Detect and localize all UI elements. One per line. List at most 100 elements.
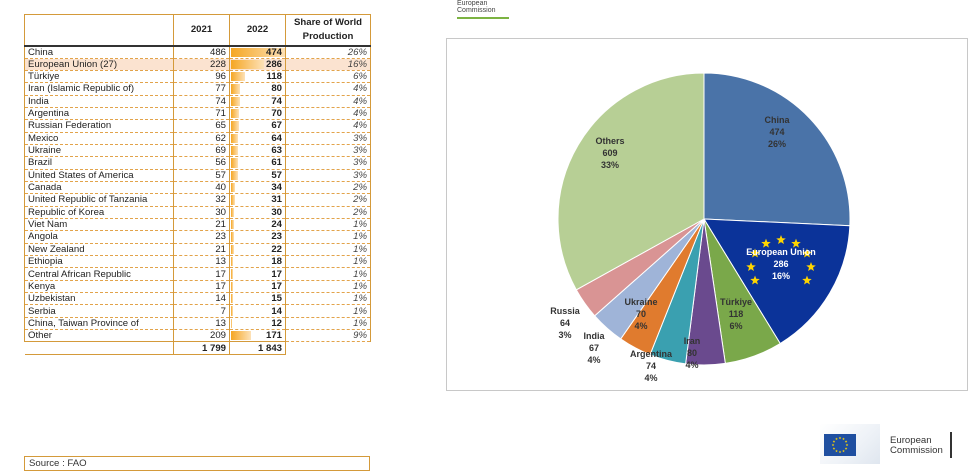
star-icon (832, 447, 836, 450)
star-icon (844, 440, 848, 443)
cell-2022-value: 70 (271, 108, 282, 120)
pie-label-line: 67 (589, 343, 599, 353)
cell-2022-value: 18 (271, 256, 282, 268)
eu-flag-icon (824, 434, 856, 456)
table-row: Serbia 7 14 1% (24, 304, 371, 318)
table-total-row: 1 799 1 843 (24, 341, 371, 355)
cell-country: Brazil (24, 156, 174, 170)
table-row: Other 209 171 9% (24, 329, 371, 343)
data-bar (231, 232, 234, 242)
cell-country: Uzbekistan (24, 292, 174, 306)
cell-2022: 171 (229, 329, 286, 343)
table-row: Uzbekistan 14 15 1% (24, 292, 371, 306)
cell-share: 1% (285, 267, 371, 281)
cell-2022-value: 63 (271, 145, 282, 157)
pie-label-line: 4% (634, 321, 647, 331)
table-row: Brazil 56 61 3% (24, 156, 371, 170)
cell-2022-value: 34 (271, 182, 282, 194)
cell-2022-value: 474 (265, 46, 282, 58)
cell-2022: 80 (229, 82, 286, 96)
production-table: 2021 2022 Share of World Production Chin… (24, 14, 371, 355)
pie-label-argentina: Argentina 74 4% (630, 349, 673, 383)
cell-share: 3% (285, 156, 371, 170)
star-icon (802, 248, 812, 258)
pie-label-line: 3% (558, 330, 571, 340)
star-icon (761, 238, 771, 248)
cell-2022: 118 (229, 70, 286, 84)
data-bar (231, 108, 240, 119)
cell-2022-value: 67 (271, 120, 282, 132)
pie-label-line: Others (595, 136, 624, 146)
cell-share: 1% (285, 280, 371, 294)
total-label (24, 341, 174, 355)
cell-2022: 17 (229, 267, 286, 281)
cell-2021: 57 (173, 169, 230, 182)
data-bar (231, 71, 245, 82)
cell-share: 1% (285, 243, 371, 257)
top-logo-line2: Commission (457, 7, 496, 14)
pie-label-line: 64 (560, 318, 570, 328)
cell-2022: 57 (229, 169, 286, 182)
pie-label-line: Russia (550, 306, 581, 316)
data-bar (231, 145, 239, 156)
pie-label-russia: Russia 64 3% (550, 306, 581, 340)
star-icon (835, 449, 838, 453)
cell-country: United States of America (24, 169, 174, 182)
table-row: Ukraine 69 63 3% (24, 144, 371, 158)
pie-label-line: 80 (687, 348, 697, 358)
pie-label-india: India 67 4% (583, 331, 605, 365)
cell-2021: 21 (173, 243, 230, 257)
cell-2021: 14 (173, 292, 230, 306)
cell-2021: 56 (173, 156, 230, 170)
data-bar (231, 47, 286, 57)
top-commission-logo: European Commission (457, 0, 509, 19)
table-row: New Zealand 21 22 1% (24, 243, 371, 257)
cell-2022-value: 24 (271, 219, 282, 231)
data-bar (231, 281, 233, 292)
data-bar (231, 219, 234, 230)
pie-label-line: European Union (746, 247, 816, 257)
table-header-row: 2021 2022 Share of World Production (24, 14, 371, 47)
cell-2022: 23 (229, 230, 286, 244)
data-bar (231, 306, 233, 316)
cell-2022: 18 (229, 255, 286, 269)
cell-share: 4% (285, 107, 371, 121)
cell-2022: 67 (229, 119, 286, 133)
bottom-logo-line1: European (890, 435, 932, 446)
table-row: United Republic of Tanzania 32 31 2% (24, 193, 371, 207)
header-2022: 2022 (229, 14, 286, 47)
cell-2022-value: 17 (271, 280, 282, 292)
cell-2022: 286 (229, 58, 286, 71)
header-share-line2: Production (302, 30, 354, 42)
data-bar (231, 158, 239, 168)
top-logo-line1: European (457, 0, 488, 7)
pie-label-line: Türkiye (720, 297, 752, 307)
cell-2021: 13 (173, 255, 230, 269)
cell-share: 3% (285, 144, 371, 158)
table-row: Viet Nam 21 24 1% (24, 218, 371, 232)
table-row: Argentina 71 70 4% (24, 107, 371, 121)
pie-label-line: India (583, 331, 605, 341)
cell-2022-value: 74 (271, 95, 282, 107)
header-share: Share of World Production (285, 14, 371, 47)
cell-2021: 17 (173, 280, 230, 294)
cell-country: United Republic of Tanzania (24, 193, 174, 207)
header-country (24, 14, 174, 47)
pie-label-t-rkiye: Türkiye 118 6% (720, 297, 752, 331)
cell-country: Ukraine (24, 144, 174, 158)
cell-2022-value: 118 (266, 71, 282, 83)
cell-share: 1% (285, 255, 371, 269)
star-icon (842, 437, 845, 441)
star-icon (838, 450, 842, 454)
production-table-wrap: 2021 2022 Share of World Production Chin… (24, 14, 371, 355)
table-row: Republic of Korea 30 30 2% (24, 206, 371, 219)
star-icon (845, 443, 849, 447)
table-row: Iran (Islamic Republic of) 77 80 4% (24, 82, 371, 96)
cell-share: 1% (285, 218, 371, 232)
cell-country: Angola (24, 230, 174, 244)
data-bar (231, 318, 233, 329)
star-icon (838, 436, 842, 440)
total-share (286, 342, 371, 354)
cell-2022-value: 57 (271, 169, 282, 181)
cell-2022-value: 15 (271, 293, 282, 305)
